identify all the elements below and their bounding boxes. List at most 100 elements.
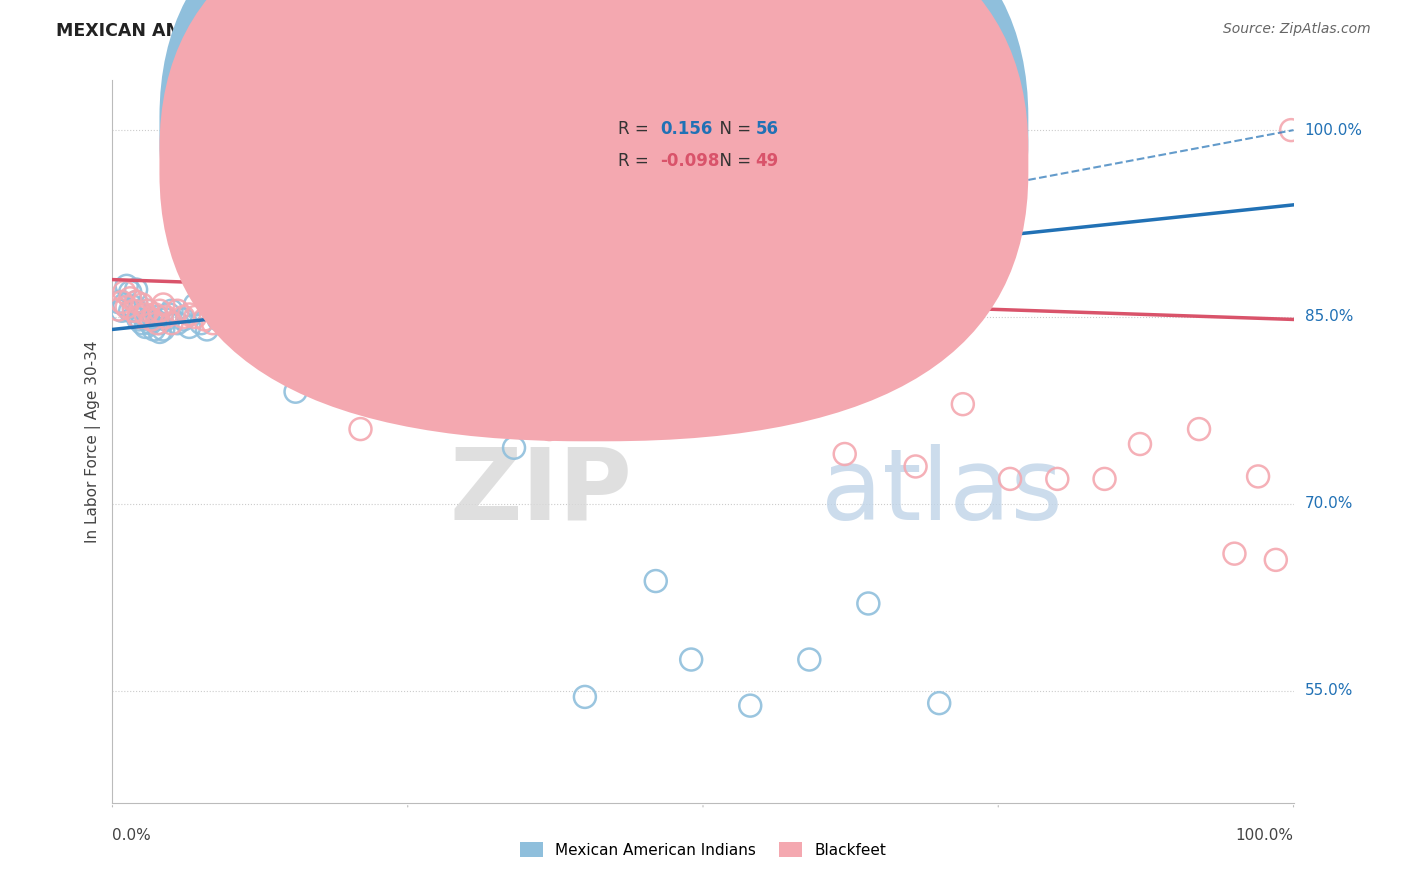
Point — [142, 312, 165, 326]
Point — [550, 347, 572, 361]
Point — [1046, 472, 1069, 486]
Point — [349, 372, 371, 386]
Text: 100.0%: 100.0% — [1305, 122, 1362, 137]
Text: 49: 49 — [755, 153, 779, 170]
Point — [141, 312, 163, 326]
Text: 100.0%: 100.0% — [1236, 828, 1294, 843]
Point — [135, 308, 157, 322]
Point — [120, 303, 142, 318]
Point — [172, 310, 194, 324]
Point — [149, 303, 172, 318]
Point — [799, 652, 821, 666]
Point — [136, 312, 159, 326]
Point — [208, 312, 231, 326]
Point — [179, 320, 201, 334]
Point — [598, 285, 620, 299]
Point — [136, 303, 159, 318]
Point — [467, 337, 489, 351]
Point — [302, 322, 325, 336]
Point — [385, 347, 408, 361]
Point — [998, 472, 1021, 486]
Point — [740, 275, 762, 289]
Point — [1129, 437, 1152, 451]
Point — [139, 316, 162, 330]
Point — [456, 397, 478, 411]
Point — [385, 310, 408, 324]
Text: 85.0%: 85.0% — [1305, 310, 1353, 325]
Point — [574, 690, 596, 704]
Text: MEXICAN AMERICAN INDIAN VS BLACKFEET IN LABOR FORCE | AGE 30-34 CORRELATION CHAR: MEXICAN AMERICAN INDIAN VS BLACKFEET IN … — [56, 22, 986, 40]
Point — [904, 459, 927, 474]
Point — [194, 312, 217, 326]
Point — [135, 320, 157, 334]
Point — [201, 303, 224, 318]
Legend: Mexican American Indians, Blackfeet: Mexican American Indians, Blackfeet — [515, 836, 891, 863]
Point — [609, 384, 631, 399]
Point — [184, 297, 207, 311]
Text: R =: R = — [617, 120, 654, 138]
Point — [314, 312, 336, 326]
Point — [952, 397, 974, 411]
Point — [152, 322, 174, 336]
Point — [420, 384, 443, 399]
Point — [166, 316, 188, 330]
Point — [112, 285, 135, 299]
Point — [127, 310, 149, 324]
Point — [834, 447, 856, 461]
Point — [740, 698, 762, 713]
Point — [284, 322, 307, 336]
Point — [125, 295, 148, 310]
Point — [136, 303, 159, 318]
Point — [131, 308, 153, 322]
Point — [1264, 553, 1286, 567]
Text: N =: N = — [709, 120, 756, 138]
Point — [219, 308, 242, 322]
Point — [179, 308, 201, 322]
Point — [231, 308, 253, 322]
Point — [190, 316, 212, 330]
Point — [503, 441, 526, 455]
Point — [142, 322, 165, 336]
Text: N =: N = — [709, 153, 756, 170]
Point — [243, 310, 266, 324]
Text: 0.156: 0.156 — [659, 120, 713, 138]
Point — [112, 297, 135, 311]
Point — [127, 312, 149, 326]
Point — [166, 303, 188, 318]
Point — [131, 297, 153, 311]
Text: 0.0%: 0.0% — [112, 828, 152, 843]
Point — [149, 325, 172, 339]
Point — [115, 278, 138, 293]
Text: ZIP: ZIP — [450, 443, 633, 541]
Text: atlas: atlas — [821, 443, 1063, 541]
Point — [214, 308, 236, 322]
Point — [143, 308, 166, 322]
Point — [149, 316, 172, 330]
Point — [107, 302, 129, 317]
Point — [267, 303, 290, 318]
Point — [157, 308, 180, 322]
Point — [160, 303, 183, 318]
Point — [107, 295, 129, 310]
Point — [155, 312, 177, 326]
Point — [538, 422, 561, 436]
Point — [1223, 547, 1246, 561]
Point — [231, 295, 253, 310]
Point — [1279, 123, 1302, 137]
Point — [195, 322, 218, 336]
Text: Source: ZipAtlas.com: Source: ZipAtlas.com — [1223, 22, 1371, 37]
Text: 70.0%: 70.0% — [1305, 496, 1353, 511]
Point — [122, 300, 145, 314]
Point — [644, 574, 666, 588]
Point — [160, 316, 183, 330]
Point — [146, 310, 169, 324]
Point — [858, 597, 880, 611]
Text: -0.098: -0.098 — [659, 153, 720, 170]
Point — [152, 297, 174, 311]
Text: 56: 56 — [755, 120, 779, 138]
Point — [172, 312, 194, 326]
Point — [155, 310, 177, 324]
Point — [201, 316, 224, 330]
Point — [122, 303, 145, 318]
Point — [284, 384, 307, 399]
